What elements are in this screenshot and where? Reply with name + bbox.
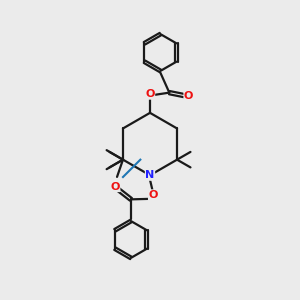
Text: O: O	[184, 91, 193, 100]
Text: O: O	[110, 182, 120, 192]
Text: O: O	[148, 190, 158, 200]
Text: O: O	[145, 89, 155, 99]
Text: N: N	[146, 170, 154, 180]
